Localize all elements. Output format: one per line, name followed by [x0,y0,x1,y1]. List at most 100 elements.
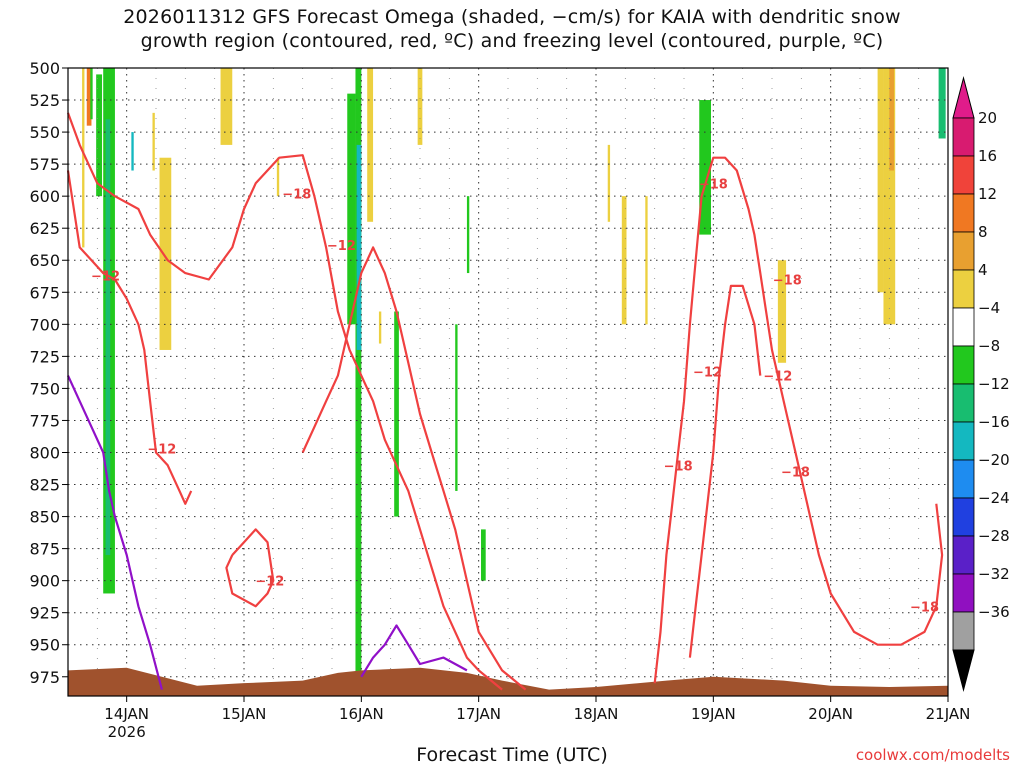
y-tick-label: 825 [29,476,60,495]
y-tick-label: 675 [29,283,60,302]
x-axis-label: Forecast Time (UTC) [416,744,608,766]
omega-region-12 [355,68,362,696]
colorbar-box-9 [952,459,975,499]
omega-region-21 [607,144,611,222]
colorbar-box-8 [952,421,975,461]
colorbar-label: 4 [978,261,988,279]
dgz-contour-3 [225,528,275,608]
y-tick-label: 650 [29,251,60,270]
colorbar-box-5 [952,307,975,347]
colorbar-label: −4 [978,299,1000,317]
x-tick-label: 14JAN [104,705,149,723]
colorbar-label: −36 [978,603,1010,621]
dgz-contour-2 [301,246,527,691]
x-tick-label: 17JAN [456,705,501,723]
y-tick-label: 575 [29,155,60,174]
omega-region-3 [96,74,103,197]
colorbar-label: −8 [978,337,1000,355]
x-tick-label: 19JAN [691,705,736,723]
omega-region-15 [378,311,382,344]
omega-region-5 [105,119,111,556]
dgz-contour-4 [653,156,944,684]
dgz-contour-label: −18 [781,466,810,481]
colorbar-box-7 [952,383,975,423]
omega-region-13 [356,144,362,350]
x-tick-label: 20JAN [808,705,853,723]
terrain-fill [68,667,948,696]
dgz-contour-5 [688,284,762,658]
terrain-layer [68,667,948,696]
chart-title: 2026011312 GFS Forecast Omega (shaded, −… [123,6,901,28]
dgz-contour-label: −18 [699,177,728,192]
y-tick-label: 875 [29,540,60,559]
dgz-contour-label: −12 [693,366,722,381]
colorbar-top-triangle [952,76,975,119]
omega-region-23 [645,196,648,325]
y-tick-label: 950 [29,636,60,655]
plot-frame [67,67,949,697]
x-tick-label: 18JAN [574,705,619,723]
freezing-contour-1 [360,624,468,678]
dgz-contour-label: −12 [91,270,120,285]
x-tick-sublabel: 2026 [108,723,146,741]
colorbar-box-6 [952,345,975,385]
y-tick-label: 975 [29,668,60,687]
dgz-contour-label: −18 [773,273,802,288]
omega-region-22 [621,196,627,325]
omega-region-2 [90,68,93,120]
omega-region-6 [131,132,134,171]
y-tick-label: 700 [29,315,60,334]
y-tick-label: 925 [29,604,60,623]
y-tick-label: 525 [29,91,60,110]
colorbar-label: 16 [978,147,997,165]
omega-region-17 [417,68,423,145]
colorbar-label: −32 [978,565,1010,583]
y-tick-label: 800 [29,443,60,462]
colorbar-label: 8 [978,223,988,241]
dgz-contour-label: −12 [255,575,284,590]
dgz-contour-label: −18 [282,188,311,203]
omega-region-10 [276,157,280,197]
omega-region-20 [481,529,486,581]
omega-region-26 [877,68,884,293]
omega-region-18 [455,324,458,491]
chart-subtitle: growth region (contoured, red, ºC) and f… [140,30,884,52]
colorbar-box-1 [952,155,975,195]
y-tick-label: 625 [29,219,60,238]
omega-region-25 [777,260,787,363]
y-tick-label: 775 [29,411,60,430]
omega-region-14 [367,68,374,222]
omega-region-24 [699,100,711,235]
y-tick-label: 500 [29,59,60,78]
y-axis: 500 525 550 575 600 625 650 675 700 725 750 775 800 8… [29,59,68,687]
y-tick-label: 750 [29,379,60,398]
omega-region-19 [466,196,470,274]
omega-shading-layer [82,68,946,696]
contour-layer: −18 −12 −12 −12 −12 −18 −18 −18 −18 −18 −12 −12 [66,112,944,691]
colorbar-box-3 [952,231,975,271]
dgz-contour-1 [66,170,193,505]
colorbar-box-2 [952,193,975,233]
colorbar-label: 12 [978,185,997,203]
colorbar-label: 20 [978,109,997,127]
colorbar-label: −12 [978,375,1010,393]
plot-border [67,67,949,697]
colorbar-box-0 [952,117,975,157]
y-tick-label: 850 [29,508,60,527]
credit-text: coolwx.com/modelts [855,746,1010,764]
omega-region-9 [220,68,233,145]
omega-region-16 [394,311,399,517]
y-tick-label: 725 [29,347,60,366]
omega-region-27 [883,68,896,325]
colorbar-label: −24 [978,489,1010,507]
colorbar-box-11 [952,535,975,575]
colorbar-bottom-triangle [952,649,975,692]
colorbar-label: −28 [978,527,1010,545]
dgz-contour-label: −12 [763,370,792,385]
omega-region-11 [347,93,356,325]
colorbar: 20 16 12 8 4 −4 −8 −12 −16 −20 −24 −28 −32 −36 [952,76,1010,692]
gridlines [68,67,949,696]
x-tick-label: 15JAN [222,705,267,723]
omega-region-1 [86,68,92,126]
